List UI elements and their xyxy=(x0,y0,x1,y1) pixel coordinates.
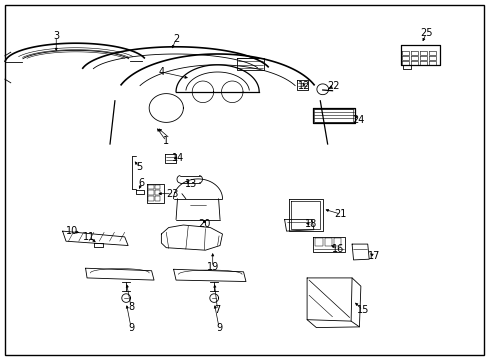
Text: 24: 24 xyxy=(351,114,364,125)
Text: 11: 11 xyxy=(83,232,96,242)
Text: 7: 7 xyxy=(214,305,220,315)
Text: 20: 20 xyxy=(198,219,210,229)
Text: 18: 18 xyxy=(305,219,317,229)
Text: 6: 6 xyxy=(139,178,144,188)
Text: 2: 2 xyxy=(173,34,179,44)
Text: 23: 23 xyxy=(165,189,178,199)
Text: 5: 5 xyxy=(136,162,142,172)
Text: 22: 22 xyxy=(326,81,339,91)
Text: 15: 15 xyxy=(356,305,368,315)
Text: 25: 25 xyxy=(419,28,432,38)
Text: 21: 21 xyxy=(334,209,346,219)
Text: 9: 9 xyxy=(216,323,222,333)
Text: 13: 13 xyxy=(184,179,197,189)
Text: 14: 14 xyxy=(172,153,184,163)
Text: 4: 4 xyxy=(158,67,164,77)
Text: 3: 3 xyxy=(53,31,59,41)
Text: 9: 9 xyxy=(128,323,134,333)
Text: 16: 16 xyxy=(331,244,344,254)
Text: 17: 17 xyxy=(367,251,380,261)
Text: 19: 19 xyxy=(206,262,219,272)
Text: 10: 10 xyxy=(66,226,79,236)
Text: 8: 8 xyxy=(128,302,134,312)
Text: 12: 12 xyxy=(297,81,310,91)
Text: 1: 1 xyxy=(163,136,169,146)
